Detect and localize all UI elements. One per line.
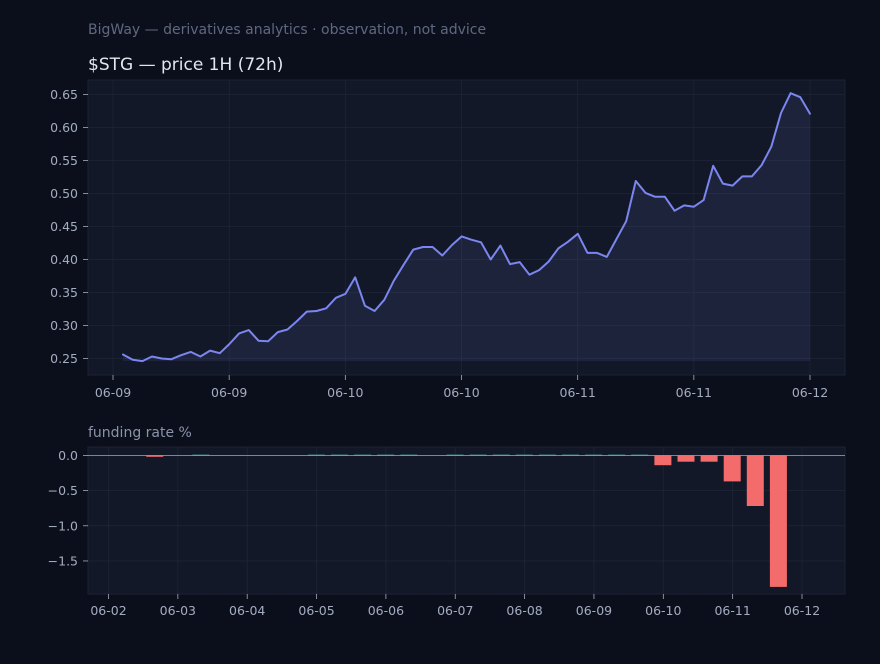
funding-x-tick-label: 06-06 xyxy=(368,603,404,618)
funding-y-tick-label: 0.0 xyxy=(58,448,78,463)
price-x-tick-label: 06-10 xyxy=(443,385,479,400)
funding-plot-area xyxy=(87,446,846,595)
funding-x-tick-label: 06-08 xyxy=(506,603,542,618)
funding-bar xyxy=(677,455,695,462)
funding-x-tick-label: 06-05 xyxy=(298,603,334,618)
price-grid xyxy=(88,80,845,375)
funding-bar xyxy=(700,455,718,462)
funding-bar xyxy=(769,455,787,587)
funding-bar xyxy=(146,455,164,457)
funding-x-tick-label: 06-07 xyxy=(437,603,473,618)
price-x-tick-label: 06-11 xyxy=(560,385,596,400)
price-chart-title: $STG — price 1H (72h) xyxy=(88,55,283,75)
funding-x-tick-label: 06-03 xyxy=(160,603,196,618)
funding-axis-ticks: 0.0 −0.5 −1.0 −1.5 06-02 06-03 06-04 06-05 06-06… xyxy=(48,448,821,618)
funding-y-tick-label: −0.5 xyxy=(48,483,78,498)
funding-y-tick-label: −1.5 xyxy=(48,553,78,568)
price-axis-ticks: 0.25 0.30 0.35 0.40 0.45 0.50 0.55 0.60 0.65 06-0… xyxy=(50,87,828,400)
price-y-tick-label: 0.45 xyxy=(50,219,78,234)
chart-subtitle: BigWay — derivatives analytics · observa… xyxy=(88,22,486,38)
funding-chart-title: funding rate % xyxy=(88,425,192,441)
price-x-tick-label: 06-09 xyxy=(211,385,247,400)
price-x-tick-label: 06-12 xyxy=(792,385,828,400)
funding-y-tick-label: −1.0 xyxy=(48,518,78,533)
funding-x-tick-label: 06-11 xyxy=(714,603,750,618)
funding-bar xyxy=(723,455,741,482)
funding-x-tick-label: 06-10 xyxy=(645,603,681,618)
price-y-tick-label: 0.25 xyxy=(50,351,78,366)
price-y-tick-label: 0.55 xyxy=(50,153,78,168)
price-x-tick-label: 06-09 xyxy=(95,385,131,400)
price-area-fill xyxy=(123,93,810,362)
price-y-tick-label: 0.50 xyxy=(50,186,78,201)
price-y-tick-label: 0.40 xyxy=(50,252,78,267)
funding-x-tick-label: 06-02 xyxy=(90,603,126,618)
funding-x-tick-label: 06-04 xyxy=(229,603,265,618)
price-x-tick-label: 06-10 xyxy=(327,385,363,400)
price-y-tick-label: 0.60 xyxy=(50,120,78,135)
price-y-tick-label: 0.65 xyxy=(50,87,78,102)
funding-bar xyxy=(746,455,764,506)
price-x-tick-label: 06-11 xyxy=(676,385,712,400)
price-y-tick-label: 0.30 xyxy=(50,318,78,333)
price-line xyxy=(122,92,811,363)
funding-bar xyxy=(654,455,672,466)
price-y-tick-label: 0.35 xyxy=(50,285,78,300)
funding-x-tick-label: 06-09 xyxy=(576,603,612,618)
funding-x-tick-label: 06-12 xyxy=(784,603,820,618)
